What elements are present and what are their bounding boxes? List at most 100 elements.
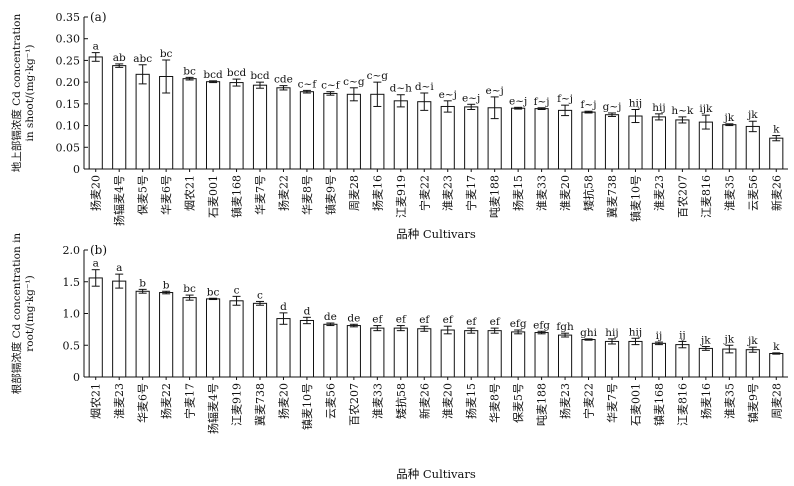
x-tick-label: 华麦6号 [159,175,173,215]
bar [299,91,315,170]
y-tick-label: 2.0 [63,244,81,257]
bar [628,115,643,170]
chart-panel-a: 0 0.05 0.10 0.15 0.20 0.25 0.30 0.35 (a) 地上部镉浓度 C… [10,10,788,241]
x-tick-label: 新麦26 [769,175,783,211]
significance-letter: d~i [415,81,435,93]
significance-letter: g~j [603,101,622,113]
significance-letter: bc [183,283,196,295]
bar [229,82,244,170]
panel-label: (b) [90,243,107,257]
significance-letter: abc [133,53,152,65]
x-tick-label: 江麦919 [395,175,408,218]
y-tick-label: 0.15 [56,98,81,111]
significance-letter: hij [652,102,665,114]
x-tick-label: 扬麦15 [511,175,525,211]
x-tick-label: 华麦7号 [253,175,267,215]
x-axis-label: 品种 Cultivars [396,227,476,241]
x-tick-label: 扬辐麦4号 [112,175,126,226]
significance-letter: c~g [343,76,365,88]
y-tick-label: 1.0 [63,308,81,321]
significance-letter: c [234,284,240,296]
bar [464,330,479,378]
significance-letter: jk [746,335,758,347]
x-tick-label: 镇麦168 [230,175,244,218]
bar [557,109,573,170]
x-tick-label: 镇麦168 [652,383,666,426]
x-tick-label: 淮麦33 [536,175,549,211]
chart-panel-b: 0 0.5 1.0 1.5 2.0 (b) 根部镉浓度 Cd concentration i… [10,233,788,481]
bar [745,125,760,170]
significance-letter: jk [699,335,711,347]
y-tick-label: 0 [73,371,80,384]
x-tick-label: 镇麦10号 [300,383,314,430]
x-axis-label: 品种 Cultivars [396,467,476,481]
x-tick-label: 石麦001 [629,383,642,426]
significance-letter: bcd [227,67,247,79]
x-tick-label: 石麦001 [207,175,220,218]
x-tick-label: 保麦5号 [511,383,525,423]
bar [675,344,690,378]
bar [370,327,385,378]
bar [534,332,549,378]
bar [252,302,268,378]
x-tick-label: 华麦8号 [488,383,502,423]
bar [604,340,620,378]
significance-letter: bc [207,286,220,298]
significance-letter: k [773,124,780,136]
significance-letter: efg [510,318,527,330]
significance-letter: ijk [699,103,713,115]
significance-letter: b [163,279,170,291]
significance-letter: c~f [321,80,341,92]
significance-letter: d [304,305,311,317]
bar [604,114,620,170]
bar [698,347,713,378]
x-tick-label: 宁麦17 [183,383,197,419]
x-tick-label: 淮麦33 [371,383,384,419]
y-tick-label: 0.5 [63,339,81,352]
y-tick-label: 0.30 [56,33,81,46]
significance-letter: ij [656,330,663,342]
significance-letter: e~j [486,85,504,97]
x-tick-label: 周麦28 [770,383,783,419]
bar [159,292,174,378]
bar [581,339,596,378]
significance-letter: ef [372,314,383,326]
x-tick-label: 保麦5号 [136,175,150,215]
bar [557,334,573,378]
significance-letter: f~j [534,96,550,108]
bar [769,137,784,170]
x-tick-label: 华麦6号 [136,383,150,423]
x-tick-label: 烟农21 [89,383,103,419]
x-tick-label: 百农207 [675,175,689,218]
significance-letter: ghi [580,327,597,339]
significance-letter: d~h [390,83,413,95]
y-axis-label: 地上部镉浓度 Cd concentration [10,14,23,173]
bar [112,280,127,378]
significance-letter: jk [723,112,735,124]
x-tick-label: 扬辐麦4号 [206,383,220,434]
bar [440,105,455,170]
significance-letter: hij [629,326,642,338]
x-tick-label: 云麦56 [324,383,337,419]
bar [135,290,150,378]
x-tick-label: 吨麦188 [536,383,549,426]
y-tick-label: 0.35 [56,11,81,24]
significance-letter: bcd [203,69,223,81]
bar [722,124,737,170]
significance-letter: de [324,311,337,323]
bar [346,93,361,170]
significance-letter: a [93,258,99,270]
bar [393,327,408,378]
x-tick-label: 扬麦16 [699,383,713,419]
bar [417,328,432,378]
x-tick-label: 宁麦17 [464,175,478,211]
significance-letter: ef [466,316,477,328]
x-tick-label: 宁麦22 [582,383,596,419]
x-tick-label: 镇麦10号 [628,175,642,222]
bar [581,111,596,170]
x-tick-label: 云麦56 [747,175,760,211]
significance-letter: c~g [367,70,389,82]
y-axis-label: 根部镉浓度 Cd concentration in [10,233,23,395]
significance-letter: fgh [556,321,574,333]
x-tick-label: 淮麦20 [442,383,455,419]
